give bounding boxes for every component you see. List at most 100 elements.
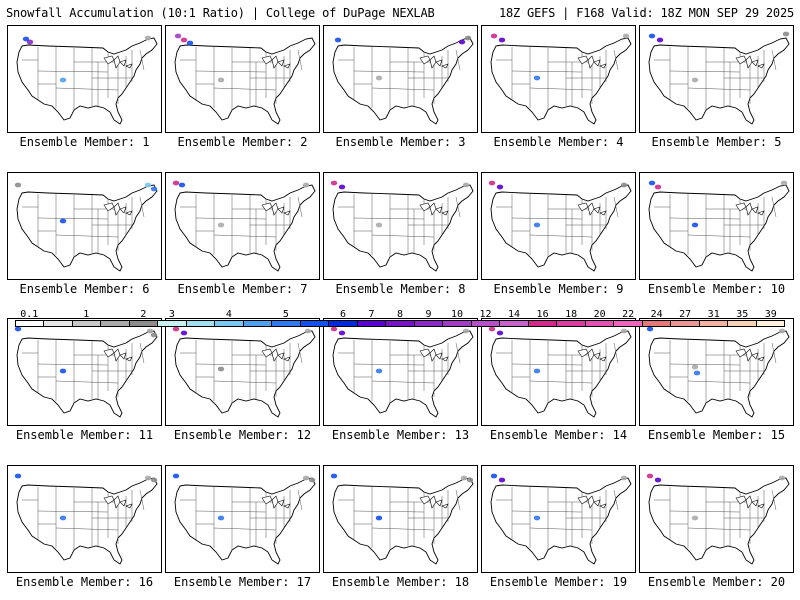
snowfall-area: [302, 182, 310, 188]
colorbar-tick-label: 3: [168, 309, 175, 320]
us-coastline: [332, 330, 474, 418]
colorbar-swatch: [699, 321, 729, 326]
ensemble-member-label: Ensemble Member: 16: [15, 575, 154, 589]
great-lake: [751, 59, 759, 67]
us-map-svg: [646, 473, 790, 565]
state-boundary: [529, 380, 593, 384]
colorbar-tick-label: 24: [650, 309, 663, 320]
snowfall-area: [693, 370, 701, 376]
ensemble-member-label: Ensemble Member: 10: [647, 282, 786, 296]
ensemble-map-panel: [481, 25, 636, 133]
snowfall-area: [14, 326, 22, 332]
snowfall-area: [172, 473, 180, 479]
colorbar-swatch: [671, 321, 700, 326]
ensemble-member-label: Ensemble Member: 15: [647, 428, 786, 442]
state-boundary: [687, 234, 751, 238]
state-boundary: [669, 217, 741, 220]
snowfall-area: [490, 33, 498, 39]
snowfall-area: [217, 77, 225, 83]
colorbar-swatch: [471, 321, 501, 326]
state-boundary: [455, 489, 461, 511]
great-lake: [119, 206, 127, 214]
state-boundary: [139, 489, 145, 511]
snowfall-area: [620, 182, 628, 188]
snowfall-area: [172, 326, 180, 332]
colorbar-swatch: [272, 321, 301, 326]
ensemble-member-label: Ensemble Member: 2: [177, 135, 308, 149]
ensemble-member-label: Ensemble Member: 12: [173, 428, 312, 442]
colorbar-swatch: [129, 321, 159, 326]
colorbar-tick-label: 7: [368, 309, 375, 320]
colorbar-tick-label: 22: [622, 309, 635, 320]
us-coastline: [490, 184, 632, 272]
us-map-svg: [648, 180, 790, 272]
colorbar-swatch: [614, 321, 643, 326]
us-map-svg: [14, 326, 158, 418]
state-boundary: [213, 87, 277, 91]
snowfall-area: [654, 184, 662, 190]
great-lake: [593, 499, 601, 507]
colorbar-swatch: [186, 321, 216, 326]
state-boundary: [37, 510, 109, 513]
state-boundary: [455, 342, 461, 364]
us-map-svg: [332, 35, 474, 125]
colorbar-tick-label: 2: [140, 309, 147, 320]
great-lake: [125, 503, 133, 509]
ensemble-member-label: Ensemble Member: 18: [331, 575, 470, 589]
ensemble-member-label: Ensemble Member: 4: [493, 135, 624, 149]
us-coastline: [174, 330, 316, 418]
great-lake: [751, 499, 759, 507]
snowfall-area: [330, 473, 338, 479]
snowfall-area: [14, 182, 22, 188]
colorbar-swatch: [300, 321, 330, 326]
state-boundary: [371, 527, 435, 531]
state-boundary: [511, 510, 583, 513]
us-coastline: [332, 37, 474, 125]
colorbar-tick-label: 6: [339, 309, 346, 320]
state-boundary: [55, 234, 119, 238]
colorbar-tick-label: 16: [536, 309, 549, 320]
great-lake: [757, 503, 765, 509]
state-boundary: [455, 49, 461, 71]
colorbar-swatch: [158, 321, 187, 326]
state-boundary: [511, 217, 583, 220]
snowfall-area: [14, 473, 22, 479]
great-lake: [435, 206, 443, 214]
snowfall-area: [654, 477, 662, 483]
snowfall-area: [462, 328, 470, 334]
state-boundary: [771, 342, 777, 364]
great-lake: [435, 59, 443, 67]
map-title: Snowfall Accumulation (10:1 Ratio) | Col…: [6, 6, 435, 20]
us-map-svg: [172, 326, 316, 418]
model-valid-time: 18Z GEFS | F168 Valid: 18Z MON SEP 29 20…: [498, 6, 794, 20]
snowfall-area: [150, 186, 158, 192]
snowfall-area: [533, 515, 541, 521]
state-boundary: [55, 527, 119, 531]
great-lake: [277, 59, 285, 67]
snowfall-area: [178, 182, 186, 188]
state-boundary: [613, 342, 619, 364]
snowfall-area: [466, 477, 474, 483]
state-boundary: [297, 49, 303, 71]
ensemble-member-label: Ensemble Member: 13: [331, 428, 470, 442]
ensemble-map-panel: [165, 465, 320, 573]
snowfall-area: [620, 475, 628, 481]
state-boundary: [37, 70, 109, 73]
snowfall-area: [498, 477, 506, 483]
snowfall-area: [458, 39, 466, 45]
snowfall-area: [217, 515, 225, 521]
us-coastline: [16, 330, 158, 418]
snowfall-area: [648, 33, 656, 39]
great-lake: [283, 356, 291, 362]
state-boundary: [371, 380, 435, 384]
ensemble-map-panel: [639, 465, 794, 573]
great-lake: [283, 63, 291, 69]
state-boundary: [771, 49, 777, 71]
state-boundary: [613, 196, 619, 218]
colorbar-legend: 0.1 1 2 3 4 5 6 7 8 9 10 12 14 16 18 20 22 24 27 31 35 39: [15, 310, 785, 327]
great-lake: [441, 503, 449, 509]
colorbar-tick-label: 12: [479, 309, 492, 320]
great-lake: [757, 210, 765, 216]
snowfall-area: [488, 180, 496, 186]
us-coastline: [332, 477, 474, 565]
